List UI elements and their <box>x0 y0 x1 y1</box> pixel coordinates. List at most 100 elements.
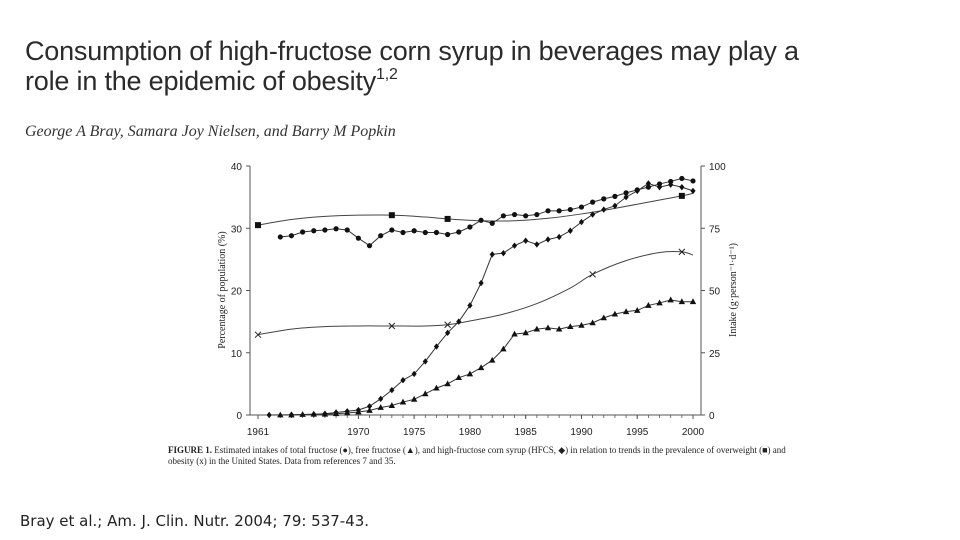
free-fructose-marker <box>533 325 541 332</box>
free-fructose-marker <box>634 307 641 313</box>
hfcs-marker <box>456 318 462 325</box>
hfcs-marker <box>288 411 295 418</box>
free-fructose-marker <box>645 302 652 308</box>
total-fructose-marker <box>366 243 373 249</box>
free-fructose-marker <box>611 310 619 317</box>
free-fructose-marker <box>578 321 585 328</box>
total-fructose-marker <box>288 233 295 239</box>
y-axis-title-left: Percentage of population (%) <box>217 231 228 348</box>
free-fructose-marker <box>656 299 663 306</box>
hfcs-marker <box>411 370 417 378</box>
obesity-marker <box>678 248 686 256</box>
overweight-marker <box>255 222 261 229</box>
total-fructose-marker <box>411 228 417 234</box>
y-tick-label-left: 30 <box>231 224 243 235</box>
total-fructose-marker <box>355 235 361 241</box>
total-fructose-marker <box>277 234 283 240</box>
free-fructose-marker <box>422 390 429 397</box>
total-fructose-marker <box>578 204 585 210</box>
total-fructose-marker <box>433 229 440 236</box>
obesity-marker <box>388 322 396 330</box>
free-fructose-marker <box>399 398 407 405</box>
total-fructose-marker <box>389 227 395 233</box>
total-fructose-marker <box>612 193 618 199</box>
hfcs-marker <box>333 409 339 416</box>
x-tick-label: 1995 <box>626 427 649 438</box>
authors: George A Bray, Samara Joy Nielsen, and B… <box>25 123 396 140</box>
title-line-1: Consumption of high-fructose corn syrup … <box>25 36 799 66</box>
hfcs-marker <box>322 410 328 417</box>
total-fructose-marker <box>478 217 484 223</box>
hfcs-marker <box>523 237 529 244</box>
total-fructose-marker <box>556 208 562 214</box>
free-fructose-marker <box>500 345 507 352</box>
free-fructose-marker <box>689 298 697 305</box>
hfcs-marker <box>668 181 674 188</box>
x-tick-label: 1961 <box>247 427 270 438</box>
hfcs-marker <box>578 218 585 226</box>
series-markers <box>254 175 697 419</box>
free-fructose-marker <box>299 411 306 417</box>
hfcs-marker <box>545 236 551 243</box>
hfcs-marker <box>422 358 428 365</box>
total-fructose-marker <box>445 231 451 238</box>
hfcs-marker <box>355 406 361 414</box>
free-fructose-line <box>280 299 693 416</box>
hfcs-marker <box>489 251 495 258</box>
title-superscript: 1,2 <box>376 66 398 83</box>
x-tick-label: 1970 <box>347 427 370 438</box>
x-tick-label: 1990 <box>570 427 593 438</box>
total-fructose-marker <box>511 211 518 218</box>
total-fructose-marker <box>400 229 406 236</box>
total-fructose-marker <box>668 178 674 185</box>
y-tick-label-right: 25 <box>709 349 721 360</box>
total-fructose-line <box>280 177 694 247</box>
hfcs-marker <box>556 233 562 241</box>
series-lines <box>257 177 694 416</box>
slide-title: Consumption of high-fructose corn syrup … <box>25 36 799 96</box>
total-fructose-marker <box>489 220 495 226</box>
hfcs-marker <box>590 211 596 218</box>
total-fructose-marker <box>523 213 529 219</box>
overweight-marker <box>678 192 685 199</box>
total-fructose-marker <box>311 228 317 234</box>
hfcs-marker <box>534 241 540 248</box>
hfcs-marker <box>500 249 506 257</box>
total-fructose-marker <box>456 229 462 235</box>
total-fructose-marker <box>422 229 428 236</box>
total-fructose-marker <box>679 175 685 182</box>
free-fructose-marker <box>277 411 284 418</box>
obesity-marker <box>589 270 596 278</box>
caption-label: FIGURE 1. <box>168 445 213 455</box>
overweight-marker <box>444 215 451 222</box>
free-fructose-marker <box>589 319 596 326</box>
hfcs-marker <box>612 202 618 210</box>
x-stroke <box>678 248 686 256</box>
y-axis-title-right: Intake (g·person⁻¹·d⁻¹) <box>728 243 739 337</box>
total-fructose-marker <box>545 208 551 214</box>
free-fructose-marker <box>410 395 418 402</box>
hfcs-marker <box>445 329 451 337</box>
hfcs-marker <box>690 187 696 195</box>
y-tick-label-right: 50 <box>709 287 721 298</box>
free-fructose-marker <box>555 325 563 332</box>
overweight-marker <box>388 212 395 219</box>
free-fructose-marker <box>622 308 630 315</box>
total-fructose-marker <box>690 178 696 184</box>
x-stroke <box>444 321 451 329</box>
total-fructose-marker <box>378 233 384 239</box>
obesity-marker <box>254 331 262 339</box>
citation: Bray et al.; Am. J. Clin. Nutr. 2004; 79… <box>20 512 370 530</box>
hfcs-marker <box>623 193 629 201</box>
y-tick-label-right: 100 <box>709 162 726 173</box>
total-fructose-marker <box>645 184 651 190</box>
total-fructose-marker <box>623 190 629 196</box>
x-stroke <box>388 322 396 330</box>
axes: 1961 1970 1975 1980 1985 1990 1995 2000 0 10 20 30 4… <box>231 162 726 438</box>
total-fructose-marker <box>567 206 573 213</box>
y-tick-label-left: 20 <box>231 287 243 298</box>
free-fructose-marker <box>433 384 440 391</box>
hfcs-marker <box>511 242 518 249</box>
total-fructose-marker <box>322 227 328 233</box>
